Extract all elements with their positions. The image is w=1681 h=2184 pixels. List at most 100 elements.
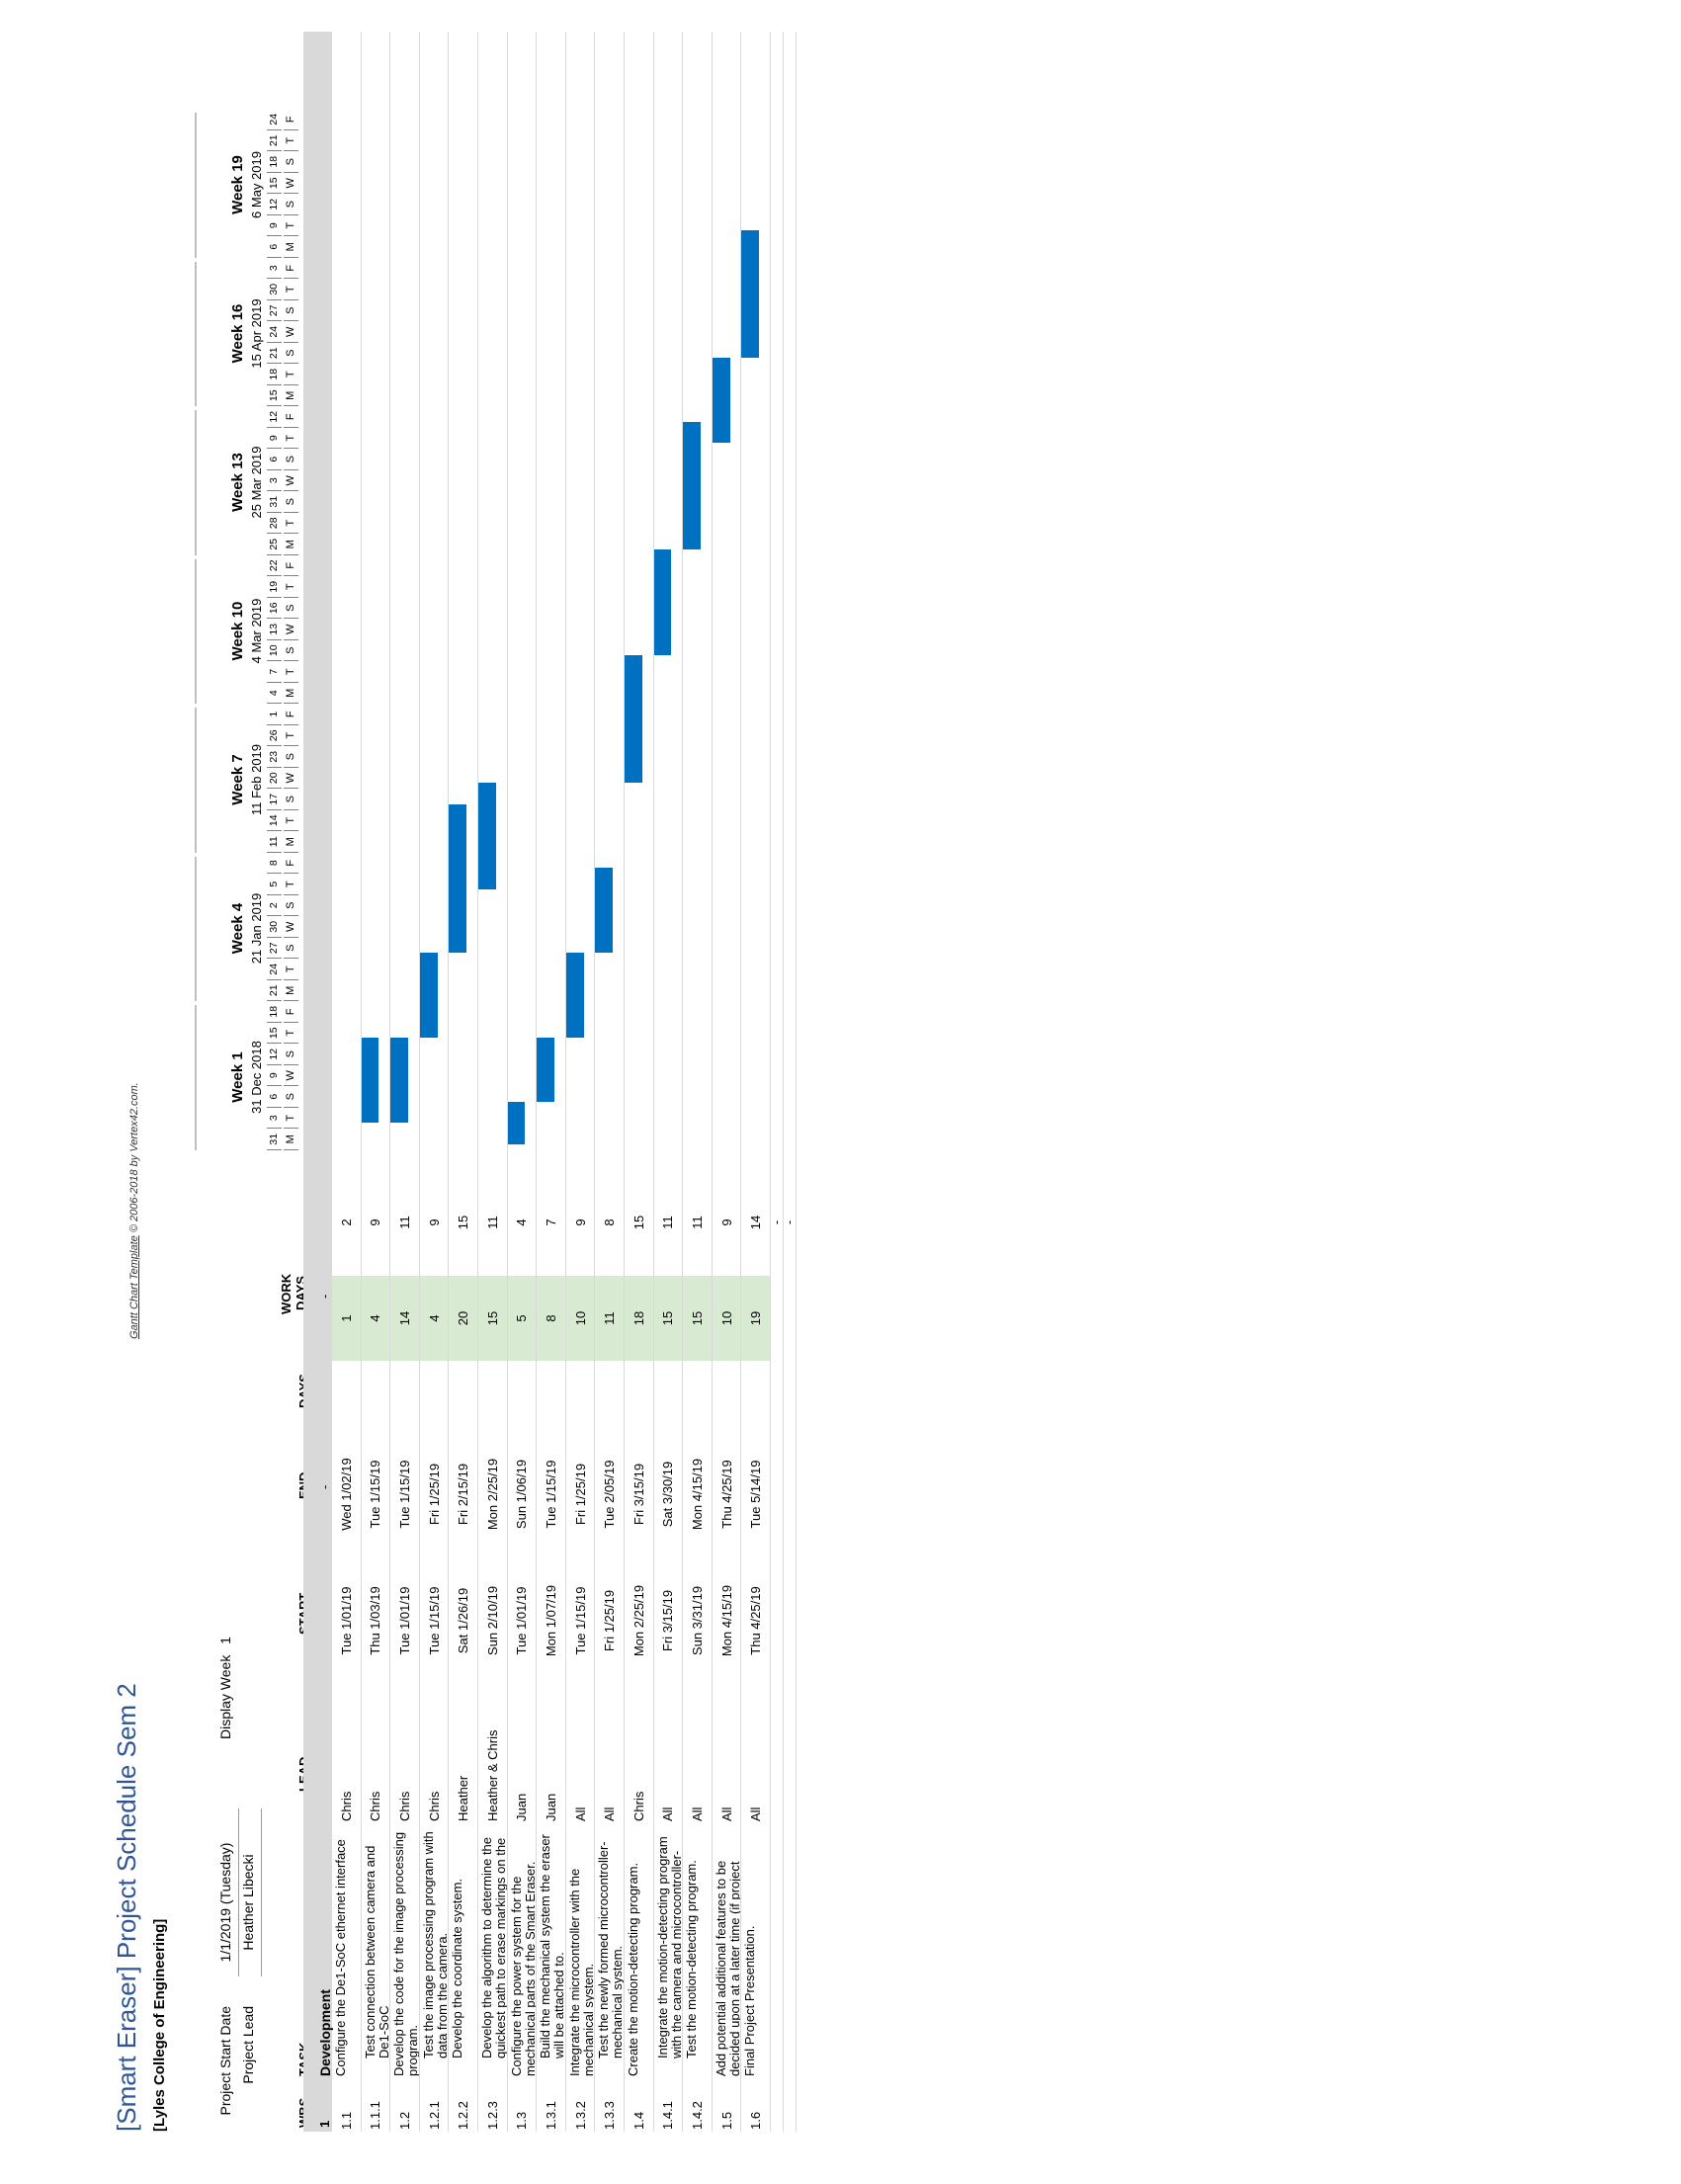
template-credit-link[interactable]: Gantt Chart Template: [128, 1235, 140, 1339]
task-start[interactable]: Tue 1/15/19: [426, 1586, 442, 1655]
gantt-bar[interactable]: [625, 655, 642, 784]
project-lead-value[interactable]: Heather Libecki: [240, 1854, 256, 1951]
day-letter: W: [284, 1065, 298, 1087]
task-name[interactable]: Build the mechanical system the eraser w…: [539, 1834, 565, 2058]
task-row[interactable]: 1.2.1 Test the image processing program w…: [419, 32, 450, 2132]
task-name[interactable]: Test the motion-detecting program.: [685, 1860, 700, 2058]
task-row[interactable]: 1.6 Final Project Presentation. All Thu 4/2…: [741, 32, 771, 2132]
task-end[interactable]: Fri 1/25/19: [426, 1463, 442, 1526]
task-name[interactable]: Integrate the motion-detecting program w…: [655, 1836, 683, 2058]
task-row[interactable]: 1.3.2 Integrate the microcontroller with …: [565, 32, 596, 2132]
task-start[interactable]: Sun 3/31/19: [689, 1585, 705, 1656]
task-end[interactable]: Tue 1/15/19: [368, 1460, 383, 1529]
task-start[interactable]: Fri 3/15/19: [660, 1589, 676, 1652]
task-lead[interactable]: Heather: [456, 1775, 471, 1821]
day-letter: T: [284, 279, 298, 300]
task-end[interactable]: Sat 3/30/19: [660, 1461, 676, 1528]
task-end[interactable]: Tue 1/15/19: [543, 1460, 558, 1529]
task-row[interactable]: 1.3 Configure the power system for the me…: [507, 32, 538, 2132]
task-start[interactable]: Fri 1/25/19: [602, 1589, 618, 1652]
task-row[interactable]: 1.2 Develop the code for the image proces…: [390, 32, 420, 2132]
task-lead[interactable]: All: [660, 1806, 676, 1821]
gantt-bar[interactable]: [419, 953, 438, 1039]
task-lead[interactable]: Juan: [514, 1793, 530, 1821]
task-name[interactable]: Develop the algorithm to determine the q…: [480, 1836, 507, 2058]
task-lead[interactable]: All: [718, 1806, 734, 1821]
task-lead[interactable]: Juan: [543, 1793, 558, 1821]
task-lead[interactable]: All: [572, 1806, 588, 1821]
task-name[interactable]: Configure the De1-SoC ethernet interface: [334, 1839, 348, 2076]
task-name[interactable]: Test the image processing program with d…: [421, 1831, 449, 2058]
task-end[interactable]: Sun 1/06/19: [514, 1459, 530, 1530]
task-lead[interactable]: Heather & Chris: [484, 1729, 500, 1821]
gantt-bar[interactable]: [390, 1038, 408, 1124]
task-lead[interactable]: Chris: [368, 1791, 383, 1821]
gantt-bar[interactable]: [741, 230, 760, 359]
task-end[interactable]: Fri 1/25/19: [572, 1463, 588, 1526]
task-work-days: 11: [660, 1216, 676, 1229]
task-lead[interactable]: All: [689, 1806, 705, 1821]
task-row[interactable]: 1.4.2 Test the motion-detecting program. A…: [683, 32, 713, 2132]
gantt-bar[interactable]: [712, 358, 730, 444]
task-end[interactable]: Fri 2/15/19: [456, 1463, 471, 1526]
task-end[interactable]: Thu 4/25/19: [718, 1460, 734, 1529]
task-name[interactable]: Test the newly formed microcontroller-me…: [597, 1841, 624, 2058]
project-start-value[interactable]: 1/1/2019 (Tuesday): [217, 1842, 233, 1963]
day-letter: F: [284, 258, 298, 280]
gantt-bar[interactable]: [653, 549, 672, 656]
task-row[interactable]: 1.4 Create the motion-detecting program. C…: [625, 32, 654, 2132]
task-start[interactable]: Thu 1/03/19: [368, 1586, 383, 1655]
task-start[interactable]: Tue 1/15/19: [572, 1586, 588, 1655]
display-week-input[interactable]: 1: [217, 1637, 233, 1644]
task-lead[interactable]: All: [748, 1806, 764, 1821]
gantt-bar[interactable]: [683, 422, 701, 549]
task-end[interactable]: Mon 2/25/19: [484, 1458, 500, 1531]
task-lead[interactable]: Chris: [426, 1791, 442, 1821]
gantt-bar[interactable]: [478, 783, 496, 889]
task-start[interactable]: Sat 1/26/19: [456, 1587, 471, 1654]
task-start[interactable]: Mon 2/25/19: [630, 1584, 646, 1657]
task-start[interactable]: Sun 2/10/19: [484, 1585, 500, 1656]
task-name[interactable]: Configure the power system for the mecha…: [509, 1861, 537, 2076]
task-row[interactable]: 1.3.1 Build the mechanical system the era…: [537, 32, 566, 2132]
gantt-bar[interactable]: [565, 953, 584, 1039]
task-name[interactable]: Integrate the microcontroller with the m…: [567, 1868, 595, 2076]
task-end[interactable]: Tue 2/05/19: [602, 1460, 618, 1529]
task-lead[interactable]: All: [602, 1806, 618, 1821]
gantt-bar[interactable]: [449, 804, 467, 954]
task-end[interactable]: Tue 1/15/19: [396, 1460, 412, 1529]
task-row[interactable]: 1.2.2 Develop the coordinate system. Heath…: [449, 32, 478, 2132]
gantt-bar[interactable]: [361, 1038, 379, 1124]
task-row[interactable]: 1.2.3 Develop the algorithm to determine …: [478, 32, 508, 2132]
task-name[interactable]: Develop the code for the image processin…: [392, 1831, 419, 2076]
day-letter: M: [284, 683, 298, 705]
task-name[interactable]: Add potential additional features to be …: [714, 1860, 741, 2076]
task-row[interactable]: 1.4.1 Integrate the motion-detecting prog…: [653, 32, 684, 2132]
task-end[interactable]: Mon 4/15/19: [689, 1458, 705, 1531]
task-start[interactable]: Thu 4/25/19: [748, 1586, 764, 1655]
task-name[interactable]: Develop the coordinate system.: [451, 1878, 465, 2058]
gantt-bar[interactable]: [595, 868, 614, 954]
week-start-date: 25 Mar 2019: [249, 446, 264, 519]
task-name[interactable]: Test connection between camera and De1-S…: [363, 1845, 390, 2058]
task-start[interactable]: Tue 1/01/19: [514, 1586, 530, 1655]
gantt-bar[interactable]: [507, 1102, 526, 1144]
task-start[interactable]: Tue 1/01/19: [396, 1586, 412, 1655]
task-lead[interactable]: Chris: [338, 1791, 354, 1821]
task-start[interactable]: Mon 1/07/19: [543, 1584, 558, 1657]
task-row[interactable]: 1.3.3 Test the newly formed microcontroll…: [595, 32, 625, 2132]
task-end[interactable]: Fri 3/15/19: [630, 1463, 646, 1526]
task-row[interactable]: 1.1 Configure the De1-SoC ethernet interf…: [332, 32, 362, 2132]
task-start[interactable]: Tue 1/01/19: [338, 1586, 354, 1655]
task-end[interactable]: Tue 5/14/19: [748, 1460, 764, 1529]
task-start[interactable]: Mon 4/15/19: [718, 1584, 734, 1657]
task-end[interactable]: Wed 1/02/19: [338, 1458, 354, 1531]
task-lead[interactable]: Chris: [630, 1791, 646, 1821]
gantt-bar[interactable]: [537, 1038, 554, 1102]
task-row[interactable]: 1.1.1 Test connection between camera and …: [361, 32, 391, 2132]
week-divider: [195, 410, 197, 555]
task-row[interactable]: 1.5 Add potential additional features to …: [712, 32, 742, 2132]
task-lead[interactable]: Chris: [396, 1791, 412, 1821]
task-name[interactable]: Final Project Presentation.: [743, 1925, 758, 2076]
task-name[interactable]: Create the motion-detecting program.: [627, 1862, 640, 2076]
